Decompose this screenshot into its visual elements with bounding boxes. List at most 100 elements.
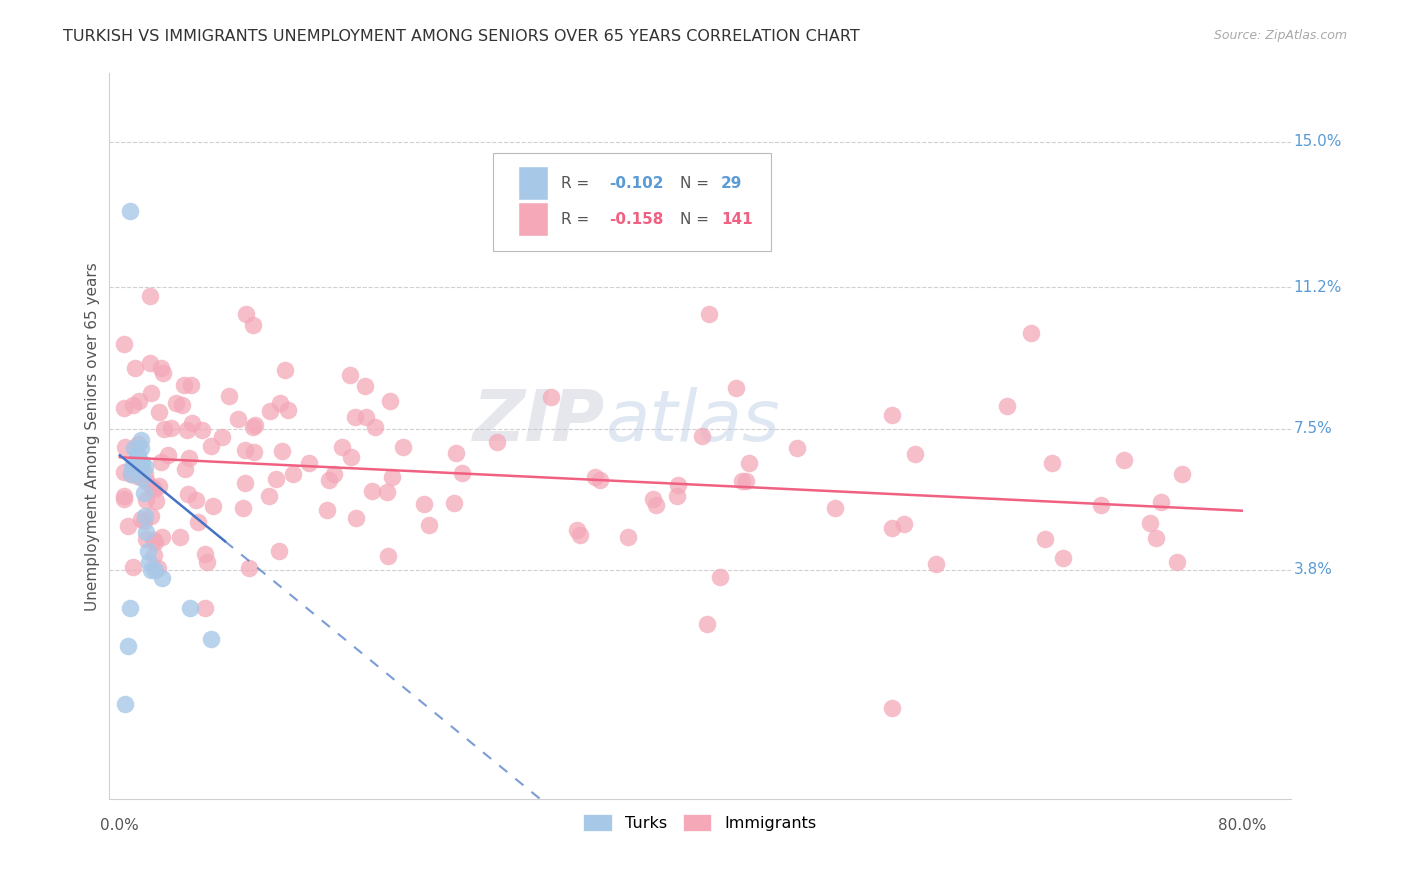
Point bbox=[114, 440, 136, 454]
Point bbox=[124, 361, 146, 376]
Point bbox=[1033, 532, 1056, 546]
Point bbox=[377, 549, 399, 563]
Point bbox=[124, 459, 146, 474]
Point bbox=[187, 515, 209, 529]
Point bbox=[135, 524, 157, 539]
Point bbox=[142, 482, 165, 496]
Point bbox=[148, 405, 170, 419]
Point bbox=[179, 450, 201, 465]
Point bbox=[132, 486, 155, 500]
Y-axis label: Unemployment Among Seniors over 65 years: Unemployment Among Seniors over 65 years bbox=[86, 261, 100, 610]
Point bbox=[1112, 453, 1135, 467]
Point bbox=[177, 486, 200, 500]
Point bbox=[1166, 555, 1188, 569]
Point bbox=[194, 547, 217, 561]
Point bbox=[134, 509, 156, 524]
Text: TURKISH VS IMMIGRANTS UNEMPLOYMENT AMONG SENIORS OVER 65 YEARS CORRELATION CHART: TURKISH VS IMMIGRANTS UNEMPLOYMENT AMONG… bbox=[63, 29, 860, 44]
Text: ZIP: ZIP bbox=[472, 387, 605, 456]
Point bbox=[709, 570, 731, 584]
Point bbox=[156, 448, 179, 462]
Point bbox=[128, 394, 150, 409]
Point bbox=[734, 475, 756, 489]
Point bbox=[184, 492, 207, 507]
Point bbox=[135, 475, 157, 489]
Point bbox=[112, 465, 135, 479]
Point bbox=[1021, 326, 1043, 340]
Point bbox=[318, 474, 340, 488]
Text: N =: N = bbox=[679, 212, 713, 227]
Point bbox=[134, 459, 156, 474]
Point bbox=[143, 548, 166, 562]
Point bbox=[135, 492, 157, 507]
Point bbox=[202, 499, 225, 513]
Point bbox=[925, 557, 948, 571]
Point bbox=[486, 435, 509, 450]
Point bbox=[1040, 456, 1063, 470]
Point bbox=[381, 470, 404, 484]
Point bbox=[139, 385, 162, 400]
Point bbox=[269, 396, 291, 410]
Point bbox=[138, 289, 160, 303]
Point bbox=[266, 472, 288, 486]
Point bbox=[173, 377, 195, 392]
Point bbox=[117, 640, 139, 654]
Point bbox=[418, 517, 440, 532]
Point bbox=[121, 398, 143, 412]
Point bbox=[242, 420, 264, 434]
Text: R =: R = bbox=[561, 176, 595, 191]
Text: -0.102: -0.102 bbox=[609, 176, 664, 191]
Point bbox=[283, 467, 305, 482]
Point bbox=[666, 489, 689, 503]
Point bbox=[666, 477, 689, 491]
FancyBboxPatch shape bbox=[494, 153, 770, 251]
Text: atlas: atlas bbox=[605, 387, 780, 456]
Point bbox=[375, 484, 398, 499]
Text: 15.0%: 15.0% bbox=[1294, 135, 1341, 149]
Point bbox=[153, 422, 176, 436]
Point bbox=[218, 389, 240, 403]
Point bbox=[443, 496, 465, 510]
Point bbox=[645, 498, 668, 512]
Point bbox=[451, 466, 474, 480]
Point bbox=[120, 467, 142, 482]
Point bbox=[114, 697, 136, 711]
Point bbox=[117, 519, 139, 533]
Point bbox=[134, 514, 156, 528]
Point bbox=[150, 455, 173, 469]
Point bbox=[904, 447, 927, 461]
Point bbox=[364, 419, 387, 434]
Point bbox=[617, 530, 640, 544]
Point bbox=[332, 440, 354, 454]
Point bbox=[882, 701, 904, 715]
Point bbox=[181, 416, 204, 430]
Point bbox=[150, 530, 173, 544]
Point bbox=[131, 456, 153, 470]
Point bbox=[697, 307, 720, 321]
Point bbox=[232, 501, 254, 516]
Point bbox=[174, 462, 197, 476]
Point bbox=[145, 494, 167, 508]
Point bbox=[298, 457, 321, 471]
Point bbox=[226, 412, 249, 426]
Point bbox=[118, 203, 141, 218]
Point bbox=[138, 555, 160, 569]
Point bbox=[150, 361, 173, 376]
Point bbox=[339, 368, 361, 382]
Point bbox=[180, 378, 202, 392]
Point bbox=[344, 510, 367, 524]
Point bbox=[143, 534, 166, 549]
Point bbox=[125, 448, 148, 462]
Text: 3.8%: 3.8% bbox=[1294, 563, 1333, 577]
Point bbox=[139, 563, 162, 577]
FancyBboxPatch shape bbox=[519, 167, 548, 200]
Point bbox=[169, 530, 191, 544]
Text: 80.0%: 80.0% bbox=[1218, 819, 1265, 833]
Point bbox=[259, 403, 281, 417]
Point bbox=[277, 402, 299, 417]
Point bbox=[112, 489, 135, 503]
Text: N =: N = bbox=[679, 176, 713, 191]
Point bbox=[1170, 467, 1192, 482]
Point bbox=[160, 421, 183, 435]
Point bbox=[170, 398, 193, 412]
Point bbox=[444, 446, 467, 460]
